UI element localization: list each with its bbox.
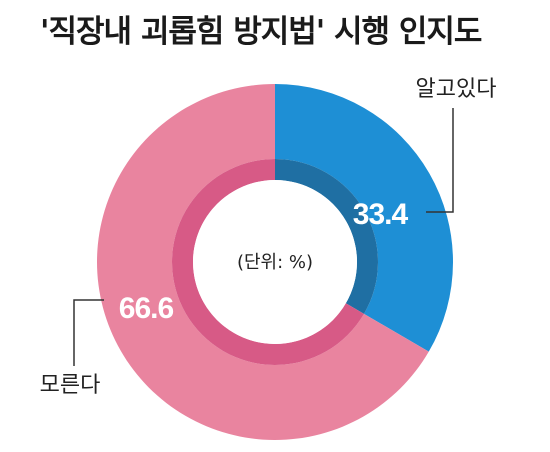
category-label-known: 알고있다 [416, 77, 497, 102]
value-label-known: 33.4 [353, 198, 409, 231]
slices-layer [96, 84, 454, 440]
slice-unknown [96, 84, 429, 440]
center-hole [193, 180, 357, 344]
chart-title: '직장내 괴롭힘 방지법' 시행 인지도 [40, 14, 482, 50]
leader-line-unknown [73, 299, 104, 366]
leader-line-known [426, 108, 454, 213]
inner-ring-layer [172, 159, 378, 365]
slice-inner-ring-known [275, 159, 378, 314]
slice-known [275, 84, 454, 352]
category-label-unknown: 모른다 [40, 373, 101, 398]
unit-note: (단위: %) [237, 252, 313, 273]
value-label-unknown: 66.6 [119, 292, 174, 325]
